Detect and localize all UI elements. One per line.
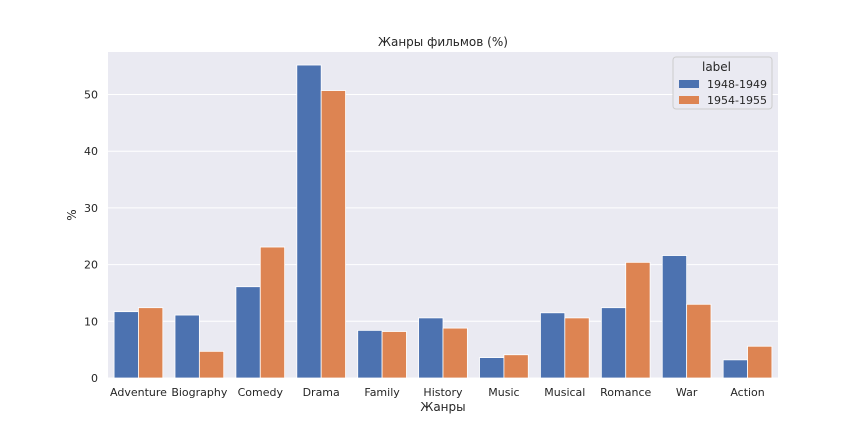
legend-label: 1954-1955 (707, 94, 767, 107)
bar (442, 327, 468, 379)
bar (235, 286, 261, 379)
x-tick-label: Musical (544, 386, 585, 399)
bar (381, 331, 407, 379)
bar (564, 317, 590, 379)
y-tick-label: 10 (84, 315, 98, 328)
bar (138, 307, 164, 379)
x-tick-label: Drama (303, 386, 340, 399)
y-tick-label: 50 (84, 89, 98, 102)
bar (722, 359, 748, 379)
x-tick-label: War (676, 386, 698, 399)
x-tick-label: History (423, 386, 463, 399)
x-tick-label: Biography (171, 386, 228, 399)
bar (113, 311, 139, 379)
x-axis-label: Жанры (420, 400, 465, 414)
legend-swatch (679, 96, 699, 104)
y-axis-label: % (65, 209, 79, 220)
bar (418, 317, 444, 379)
bar (625, 261, 651, 379)
y-tick-label: 0 (91, 372, 98, 385)
bar (259, 246, 286, 379)
bar (296, 64, 322, 379)
bar (320, 90, 346, 379)
x-axis-ticks: Adventure Biography Comedy Drama Family Histo… (110, 386, 765, 399)
bar (357, 329, 383, 379)
bar (198, 350, 225, 379)
y-tick-label: 20 (84, 259, 98, 272)
bar (174, 314, 200, 379)
y-tick-label: 40 (84, 145, 98, 158)
x-tick-label: Romance (600, 386, 651, 399)
legend-items: 1948-1949 1954-1955 (679, 78, 767, 107)
x-tick-label: Action (730, 386, 764, 399)
legend-swatch (679, 80, 699, 88)
bar (540, 312, 566, 379)
legend: label 1948-1949 1954-1955 (672, 56, 773, 110)
x-tick-label: Family (364, 386, 400, 399)
bar (747, 345, 773, 379)
bars (113, 64, 773, 379)
legend-label: 1948-1949 (707, 78, 767, 91)
y-axis-ticks: 0 10 20 30 40 50 (84, 89, 98, 385)
bar (600, 307, 627, 379)
bar (503, 354, 529, 379)
bar (686, 303, 712, 379)
y-tick-label: 30 (84, 202, 98, 215)
chart-title: Жанры фильмов (%) (378, 35, 508, 49)
x-tick-label: Adventure (110, 386, 167, 399)
bar (479, 357, 505, 379)
x-tick-label: Comedy (238, 386, 284, 399)
bar (661, 255, 688, 379)
x-tick-label: Music (488, 386, 519, 399)
legend-title: label (702, 60, 731, 74)
